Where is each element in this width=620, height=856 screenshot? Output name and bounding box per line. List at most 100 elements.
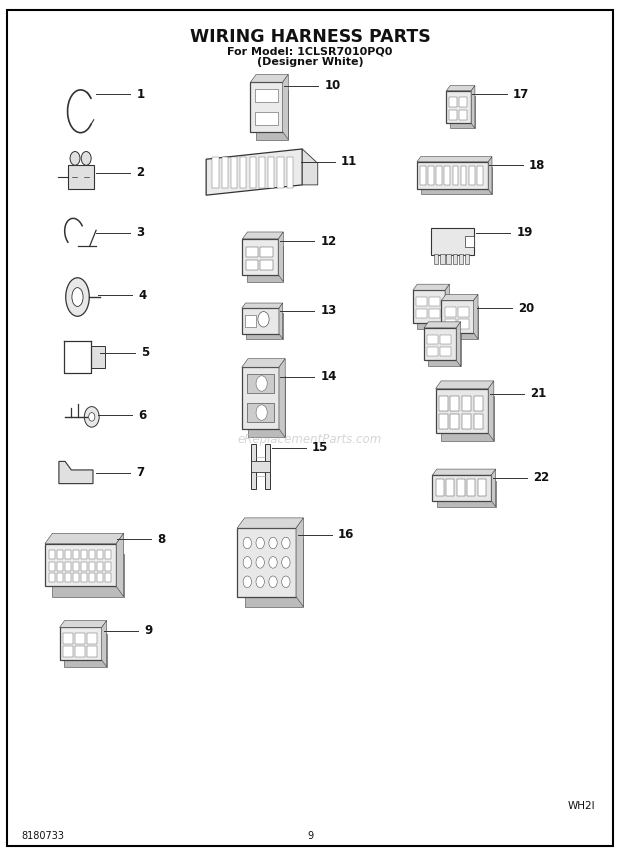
Bar [259,157,265,188]
Bar [434,254,438,264]
Bar [474,414,483,429]
Bar [97,550,103,559]
Bar [286,157,293,188]
Bar [255,89,278,102]
Ellipse shape [72,288,83,306]
Bar [427,347,438,356]
Bar [97,562,103,571]
Bar [260,260,273,270]
Bar [246,260,258,270]
Bar [465,254,469,264]
Polygon shape [474,294,478,339]
Bar [60,627,102,660]
Text: (Designer White): (Designer White) [257,57,363,68]
Polygon shape [491,469,496,507]
Bar [246,313,283,339]
Bar [467,479,476,496]
Polygon shape [242,232,283,239]
Bar [231,157,237,188]
Bar [429,309,440,318]
Text: WIRING HARNESS PARTS: WIRING HARNESS PARTS [190,27,430,46]
Bar [87,633,97,644]
Bar [440,347,451,356]
Bar [63,646,73,657]
Text: For Model: 1CLSR7010PQ0: For Model: 1CLSR7010PQ0 [228,46,392,56]
Polygon shape [242,303,283,308]
Polygon shape [102,621,107,667]
Bar [450,396,459,411]
Text: 17: 17 [513,87,529,101]
Bar [450,96,475,128]
Bar [462,414,471,429]
Polygon shape [489,157,492,194]
Text: WH2I: WH2I [567,801,595,811]
Bar [105,562,111,571]
Bar [63,633,73,644]
Circle shape [243,556,252,568]
Text: eReplacementParts.com: eReplacementParts.com [238,432,382,446]
Bar [449,110,457,120]
Bar [268,157,274,188]
Bar [251,461,270,472]
Bar [64,562,71,571]
Bar [446,254,451,264]
Bar [462,396,471,411]
Bar [278,157,283,188]
Bar [440,335,451,344]
Text: 3: 3 [136,226,144,240]
Bar [87,646,97,657]
Text: 4: 4 [138,288,146,302]
Bar [73,574,79,582]
Text: 8180733: 8180733 [22,831,64,841]
Polygon shape [413,284,450,290]
Bar [56,574,63,582]
Bar [416,297,427,306]
Bar [81,550,87,559]
Circle shape [256,576,264,587]
Polygon shape [117,533,124,597]
Polygon shape [283,74,288,140]
Bar [248,376,285,437]
Bar [474,396,483,411]
Bar [433,475,491,501]
Bar [417,162,489,189]
Bar [247,374,274,393]
Text: 21: 21 [530,387,546,401]
Bar [247,246,283,282]
Text: 2: 2 [136,166,144,180]
Circle shape [243,576,252,587]
Text: 8: 8 [157,532,165,546]
Polygon shape [60,621,107,627]
Text: 22: 22 [533,471,549,484]
Bar [250,82,283,132]
Bar [458,319,469,329]
Bar [453,254,457,264]
Bar [413,290,445,323]
Text: 7: 7 [136,466,144,479]
Bar [477,479,486,496]
Bar [469,166,474,185]
Bar [446,91,471,123]
Bar [64,550,71,559]
Text: 6: 6 [138,408,146,422]
Text: 11: 11 [341,155,357,169]
Text: 15: 15 [312,441,328,455]
Bar [64,634,107,667]
Bar [255,112,278,125]
Circle shape [256,405,267,420]
Bar [436,481,496,507]
Circle shape [269,576,277,587]
Polygon shape [417,157,492,162]
Bar [429,297,440,306]
Bar [428,334,461,366]
Bar [441,300,474,333]
Polygon shape [302,149,317,185]
Bar [56,562,63,571]
Bar [49,574,55,582]
Bar [456,479,465,496]
Polygon shape [433,469,496,475]
Circle shape [70,152,80,165]
Text: 13: 13 [321,304,337,318]
Bar [440,254,445,264]
Ellipse shape [66,277,89,316]
